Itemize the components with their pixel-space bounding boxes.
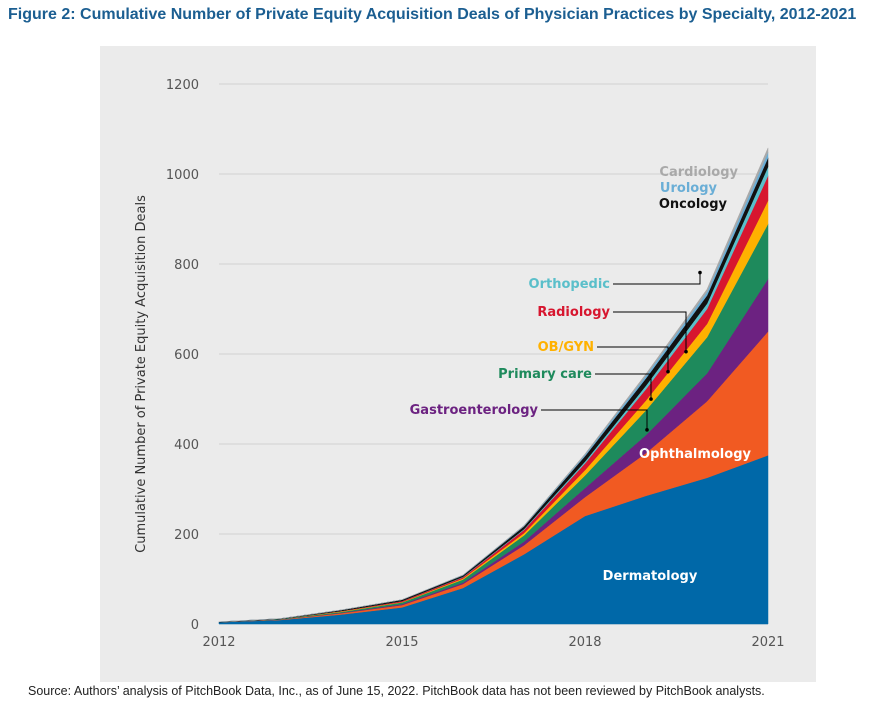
chart-area: 0 200 400 600 800 1000 1200 2012 2015 2018 2021 Cum… — [100, 46, 816, 682]
label-urology: Urology — [660, 181, 718, 196]
label-cardiology: Cardiology — [659, 165, 738, 180]
leader-line-primary-care — [595, 373, 652, 400]
source-note: Source: Authors’ analysis of PitchBook D… — [28, 684, 765, 698]
label-orthopedic: Orthopedic — [529, 277, 610, 292]
leader-line-ob-gyn — [597, 346, 669, 372]
label-ophthalmology: Ophthalmology — [639, 447, 751, 462]
y-tick-label: 800 — [174, 258, 199, 273]
label-ob-gyn: OB/GYN — [538, 340, 594, 355]
y-axis-label: Cumulative Number of Private Equity Acqu… — [134, 195, 149, 553]
x-tick-label: 2021 — [751, 635, 784, 650]
leader-line-radiology — [613, 311, 687, 352]
label-oncology: Oncology — [659, 197, 728, 212]
leader-dot-orthopedic — [698, 270, 702, 275]
label-dermatology: Dermatology — [603, 569, 698, 584]
y-tick-label: 600 — [174, 348, 199, 363]
leader-line-orthopedic — [613, 272, 701, 285]
leader-dot-radiology — [684, 349, 688, 354]
y-tick-label: 1200 — [166, 78, 199, 93]
y-tick-label: 200 — [174, 528, 199, 543]
label-gastroenterology: Gastroenterology — [410, 403, 539, 418]
stacked-area-chart: 0 200 400 600 800 1000 1200 2012 2015 2018 2021 Cum… — [134, 78, 785, 650]
leader-dot-gastroenterology — [645, 428, 649, 432]
y-tick-label: 1000 — [166, 168, 199, 183]
leader-line-gastroenterology — [541, 409, 648, 430]
area-cardiology — [218, 147, 769, 623]
y-tick-label: 400 — [174, 438, 199, 453]
y-tick-label: 0 — [191, 618, 199, 633]
leader-dot-ob-gyn — [666, 369, 670, 374]
figure-title: Figure 2: Cumulative Number of Private E… — [8, 6, 857, 23]
label-radiology: Radiology — [537, 305, 610, 320]
label-primary-care: Primary care — [498, 367, 592, 382]
x-tick-label: 2018 — [568, 635, 601, 650]
x-tick-label: 2012 — [202, 635, 235, 650]
leader-dot-primary-care — [649, 397, 653, 401]
x-tick-label: 2015 — [385, 635, 418, 650]
